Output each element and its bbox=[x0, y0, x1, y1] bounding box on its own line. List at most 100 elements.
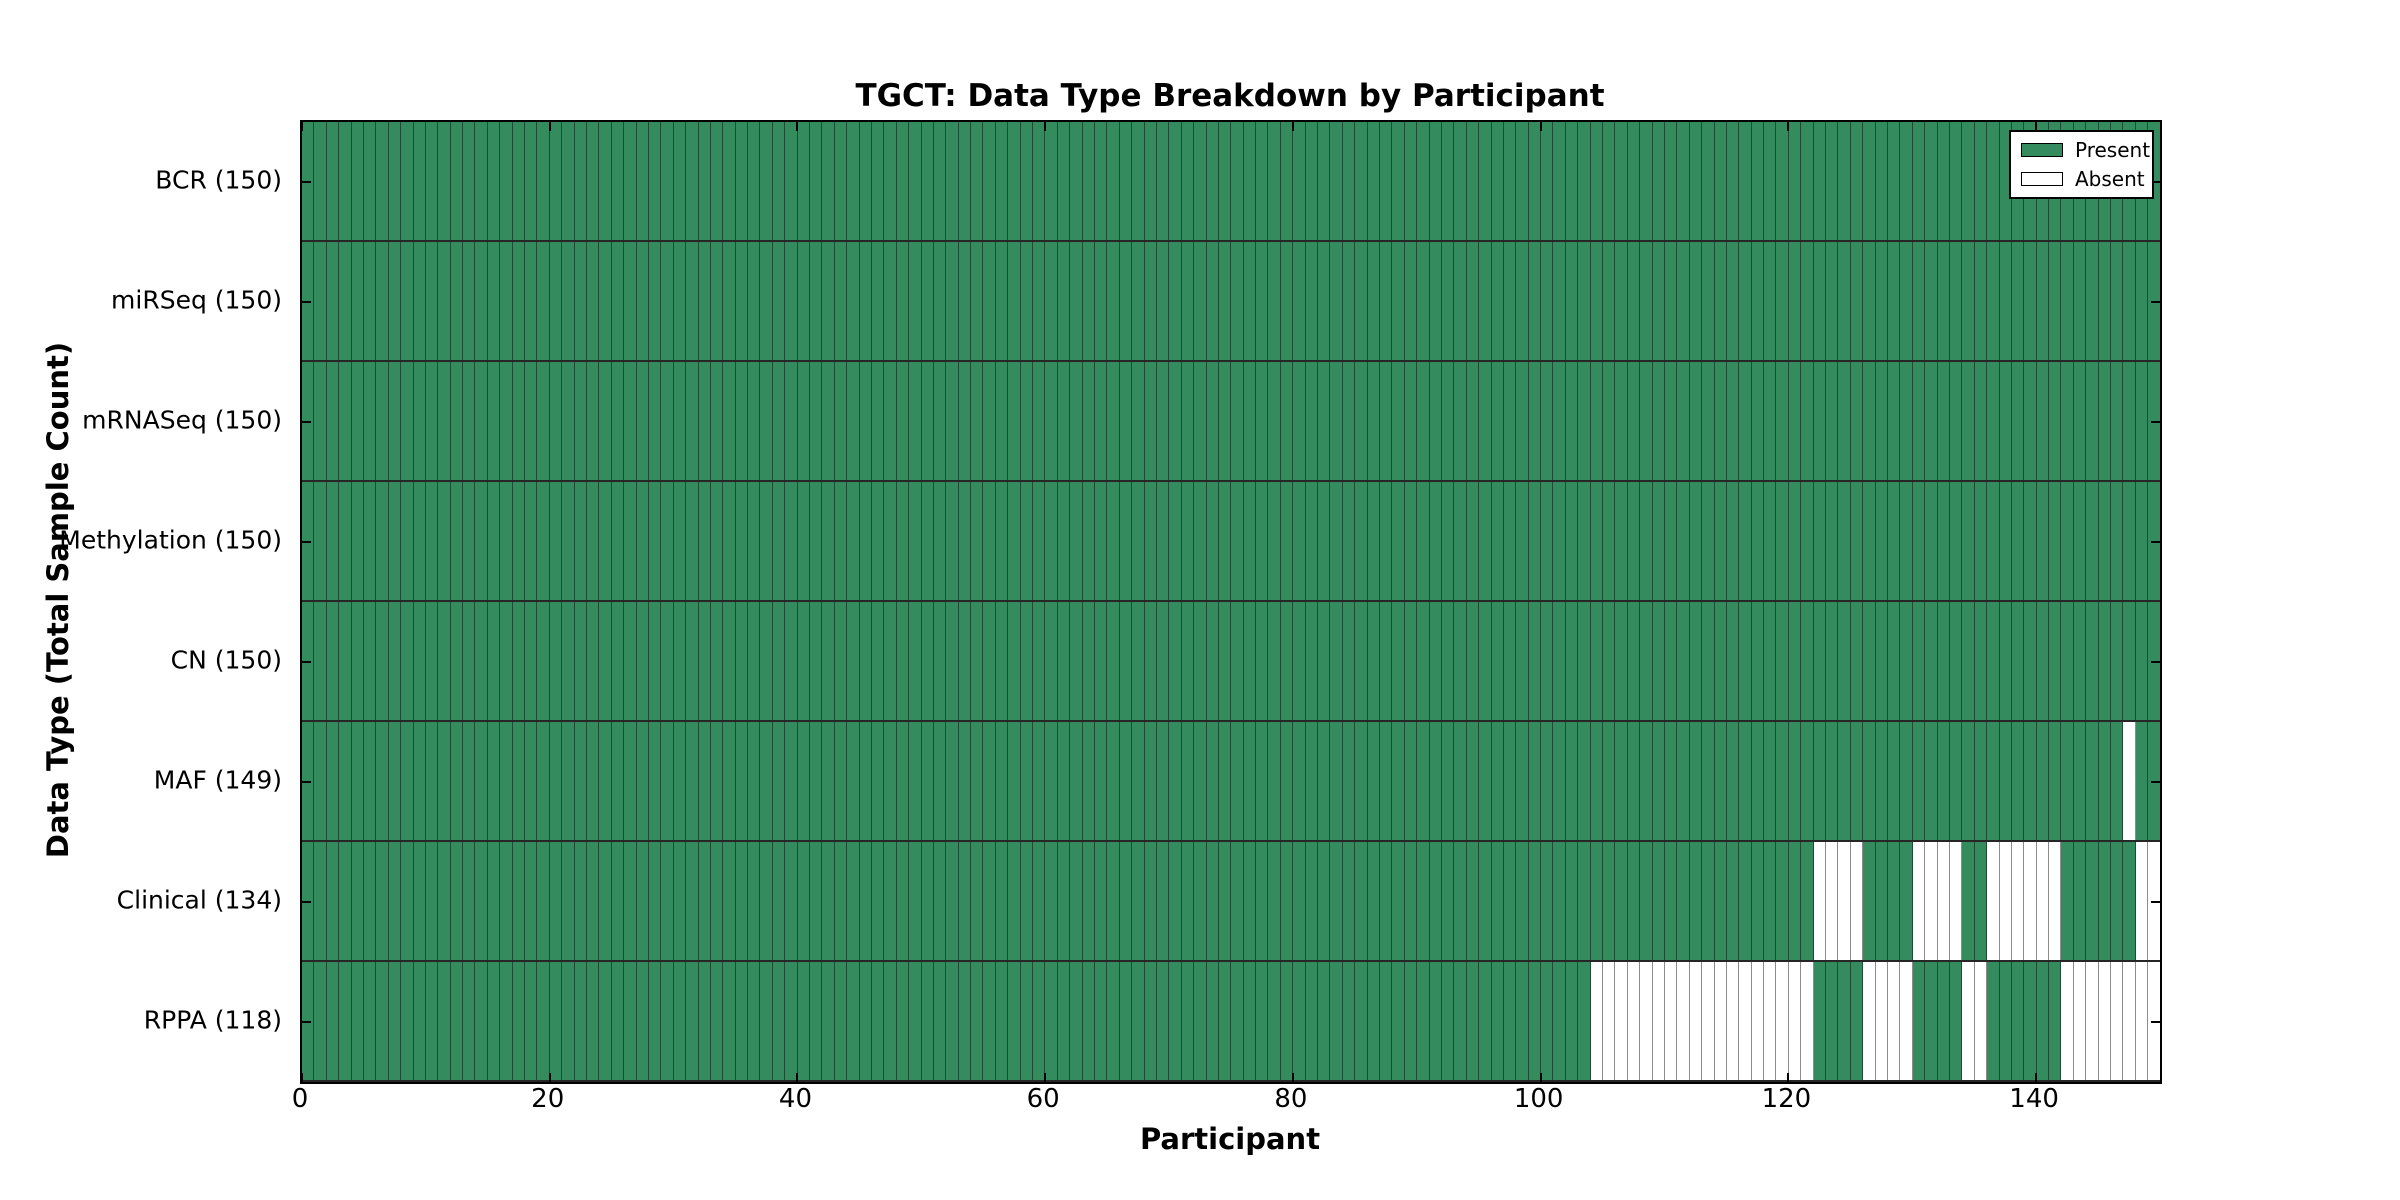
matrix-cell bbox=[1417, 962, 1430, 1080]
matrix-cell bbox=[401, 842, 414, 960]
matrix-cell bbox=[1516, 722, 1529, 840]
matrix-cell bbox=[611, 242, 625, 360]
matrix-cell bbox=[1764, 242, 1777, 360]
matrix-cell bbox=[1677, 842, 1690, 960]
matrix-cell bbox=[351, 962, 364, 1080]
matrix-cell bbox=[1466, 602, 1480, 720]
matrix-cell bbox=[1033, 482, 1046, 600]
matrix-cell bbox=[1417, 122, 1430, 240]
matrix-cell bbox=[1615, 362, 1628, 480]
matrix-cell bbox=[475, 122, 488, 240]
matrix-cell bbox=[1293, 722, 1306, 840]
y-axis-title: Data Type (Total Sample Count) bbox=[41, 341, 75, 859]
matrix-cell bbox=[1751, 602, 1765, 720]
matrix-cell bbox=[1578, 722, 1591, 840]
matrix-cell bbox=[1987, 602, 2000, 720]
matrix-cell bbox=[933, 962, 947, 1080]
matrix-cell bbox=[1590, 722, 1604, 840]
matrix-cell bbox=[1330, 602, 1343, 720]
matrix-cell bbox=[698, 482, 711, 600]
matrix-cell bbox=[909, 242, 922, 360]
matrix-cell bbox=[946, 962, 959, 1080]
matrix-cell bbox=[1057, 842, 1071, 960]
matrix-cell bbox=[1590, 362, 1604, 480]
matrix-cell bbox=[1045, 242, 1058, 360]
matrix-cell bbox=[1900, 842, 1913, 960]
matrix-cell bbox=[487, 842, 501, 960]
matrix-cell bbox=[958, 962, 972, 1080]
matrix-cell bbox=[710, 482, 724, 600]
matrix-cell bbox=[388, 842, 402, 960]
matrix-cell bbox=[2123, 482, 2136, 600]
matrix-row-cn bbox=[302, 602, 2160, 722]
matrix-cell bbox=[648, 482, 662, 600]
matrix-cell bbox=[1974, 362, 1988, 480]
matrix-cell bbox=[1082, 122, 1095, 240]
matrix-cell bbox=[748, 122, 761, 240]
matrix-cell bbox=[1342, 722, 1356, 840]
matrix-cell bbox=[2049, 602, 2062, 720]
matrix-cell bbox=[1912, 722, 1926, 840]
matrix-cell bbox=[1392, 482, 1405, 600]
matrix-cell bbox=[686, 242, 699, 360]
matrix-cell bbox=[599, 122, 612, 240]
matrix-cell bbox=[673, 242, 687, 360]
y-tick-mark-left bbox=[302, 901, 311, 903]
matrix-row-mirseq bbox=[302, 242, 2160, 362]
matrix-cell bbox=[1404, 482, 1418, 600]
matrix-cell bbox=[1491, 722, 1504, 840]
matrix-cell bbox=[636, 722, 649, 840]
matrix-cell bbox=[1813, 362, 1827, 480]
matrix-cell bbox=[1033, 722, 1046, 840]
matrix-cell bbox=[1441, 722, 1455, 840]
matrix-cell bbox=[1293, 962, 1306, 1080]
matrix-cell bbox=[1169, 482, 1182, 600]
matrix-cell bbox=[2123, 722, 2136, 840]
matrix-cell bbox=[525, 602, 538, 720]
matrix-cell bbox=[1850, 842, 1864, 960]
matrix-cell bbox=[1008, 242, 1021, 360]
matrix-cell bbox=[1156, 602, 1170, 720]
matrix-cell bbox=[611, 362, 625, 480]
y-tick-label-cn: CN (150) bbox=[170, 645, 282, 675]
matrix-cell bbox=[1379, 962, 1393, 1080]
matrix-cell bbox=[450, 122, 464, 240]
matrix-cell bbox=[1937, 962, 1950, 1080]
y-tick-mark-left bbox=[302, 541, 311, 543]
matrix-cell bbox=[2036, 842, 2050, 960]
matrix-cell bbox=[723, 602, 736, 720]
matrix-cell bbox=[1826, 722, 1839, 840]
matrix-cell bbox=[1801, 602, 1814, 720]
matrix-cell bbox=[611, 602, 625, 720]
matrix-cell bbox=[822, 722, 835, 840]
matrix-cell bbox=[1801, 962, 1814, 1080]
matrix-cell bbox=[1962, 602, 1975, 720]
matrix-cell bbox=[1962, 362, 1975, 480]
matrix-cell bbox=[1057, 602, 1071, 720]
matrix-cell bbox=[1677, 242, 1690, 360]
y-tick-label-bcr: BCR (150) bbox=[155, 165, 282, 195]
matrix-cell bbox=[1987, 362, 2000, 480]
matrix-cell bbox=[636, 842, 649, 960]
matrix-cell bbox=[735, 962, 749, 1080]
matrix-cell bbox=[1751, 842, 1765, 960]
matrix-cell bbox=[1057, 362, 1071, 480]
matrix-cell bbox=[1404, 962, 1418, 1080]
matrix-cell bbox=[1454, 602, 1467, 720]
matrix-cell bbox=[1231, 122, 1244, 240]
matrix-cell bbox=[1565, 602, 1579, 720]
y-tick-label-maf: MAF (149) bbox=[153, 765, 282, 795]
matrix-cell bbox=[1726, 362, 1740, 480]
matrix-cell bbox=[326, 122, 340, 240]
matrix-cell bbox=[1045, 122, 1058, 240]
matrix-row-methylation bbox=[302, 482, 2160, 602]
matrix-cell bbox=[946, 842, 959, 960]
matrix-cell bbox=[958, 842, 972, 960]
matrix-cell bbox=[933, 482, 947, 600]
matrix-cell bbox=[698, 722, 711, 840]
matrix-cell bbox=[2073, 602, 2087, 720]
matrix-cell bbox=[1987, 122, 2000, 240]
matrix-cell bbox=[1479, 962, 1492, 1080]
matrix-cell bbox=[1280, 122, 1294, 240]
matrix-cell bbox=[413, 722, 426, 840]
